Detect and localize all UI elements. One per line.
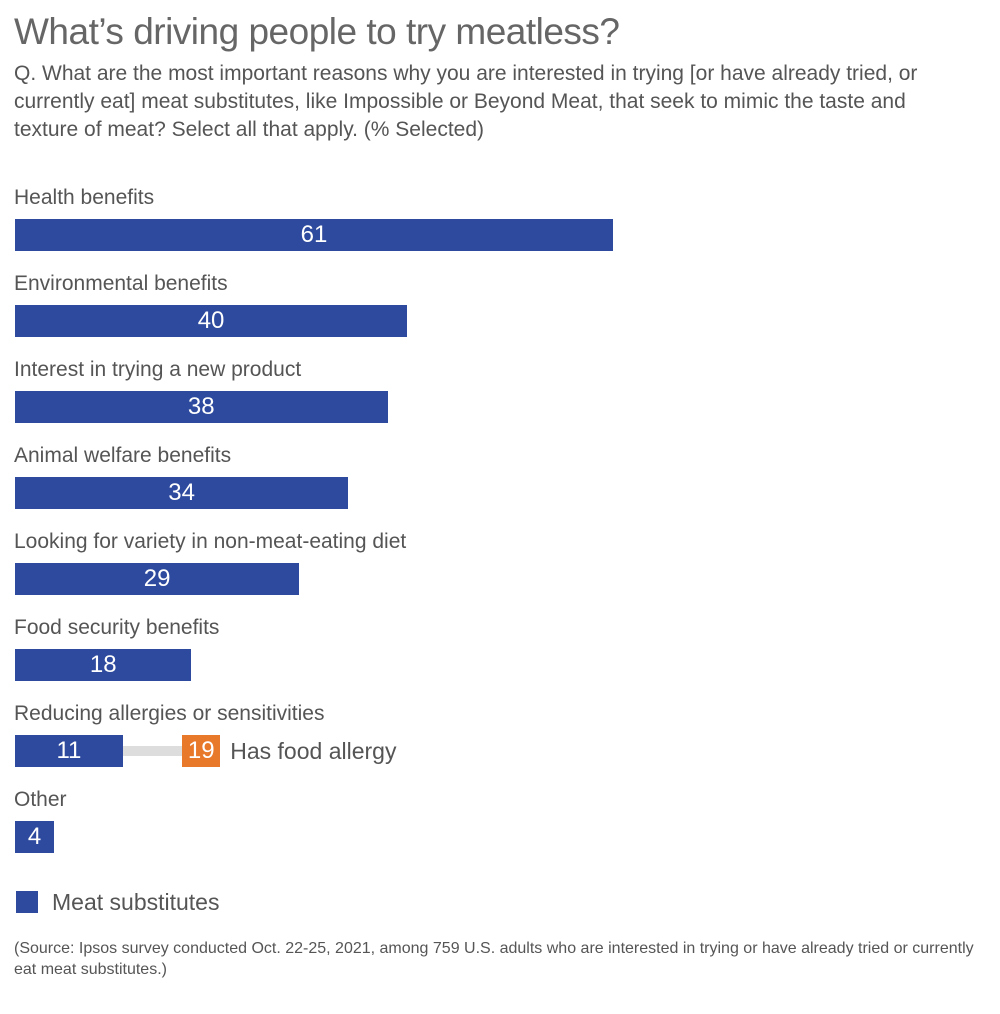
bar-row: 40 (14, 305, 986, 337)
chart-row: Interest in trying a new product 38 (14, 358, 986, 423)
bar-row: 4 (14, 821, 986, 853)
chart-title: What’s driving people to try meatless? (14, 11, 620, 52)
bar: 18 (15, 649, 192, 681)
bar-row: 18 (14, 649, 986, 681)
source-note: (Source: Ipsos survey conducted Oct. 22-… (14, 940, 974, 978)
bar: 38 (15, 391, 388, 423)
chart-row: Looking for variety in non-meat-eating d… (14, 530, 986, 595)
bar: 61 (15, 219, 613, 251)
chart-row: Reducing allergies or sensitivities 11 19 H… (14, 702, 986, 767)
category-label: Health benefits (14, 186, 155, 209)
bar: 40 (15, 305, 408, 337)
bar: 29 (15, 563, 300, 595)
category-label: Food security benefits (14, 616, 220, 639)
annotation-marker: 19 (182, 735, 221, 767)
chart-subtitle: Q. What are the most important reasons w… (14, 62, 918, 141)
bar-chart: Health benefits 61 Environmental benefits 4… (14, 186, 986, 853)
chart-row: Animal welfare benefits 34 (14, 444, 986, 509)
chart-row: Other 4 (14, 788, 986, 853)
connector-line (122, 746, 183, 756)
bar-row: 61 (14, 219, 986, 251)
legend-swatch (16, 891, 38, 913)
bar-row: 11 19 Has food allergy (14, 735, 986, 767)
chart-row: Health benefits 61 (14, 186, 986, 251)
category-label: Reducing allergies or sensitivities (14, 702, 325, 725)
chart-row: Environmental benefits 40 (14, 272, 986, 337)
legend: Meat substitutes (16, 888, 986, 916)
bar-row: 38 (14, 391, 986, 423)
bar-row: 34 (14, 477, 986, 509)
category-label: Other (14, 788, 67, 811)
bar: 11 (15, 735, 123, 767)
legend-label: Meat substitutes (52, 889, 220, 915)
bar-row: 29 (14, 563, 986, 595)
annotation-label: Has food allergy (230, 738, 397, 764)
category-label: Environmental benefits (14, 272, 228, 295)
chart-row: Food security benefits 18 (14, 616, 986, 681)
category-label: Looking for variety in non-meat-eating d… (14, 530, 407, 553)
category-label: Animal welfare benefits (14, 444, 232, 467)
category-label: Interest in trying a new product (14, 358, 302, 381)
bar: 34 (15, 477, 349, 509)
chart-container: What’s driving people to try meatless? Q… (14, 11, 986, 978)
bar: 4 (15, 821, 55, 853)
